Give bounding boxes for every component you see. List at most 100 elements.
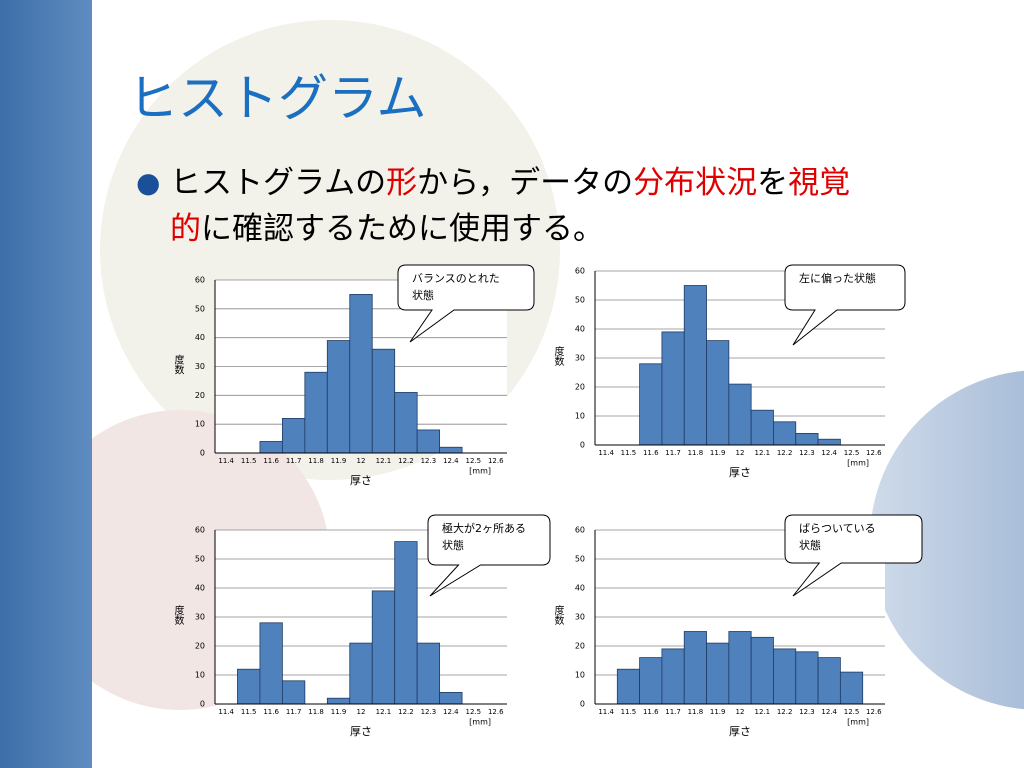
bullet-segment: から，データの <box>417 165 634 201</box>
bar <box>259 441 283 454</box>
x-tick-label: 11.9 <box>331 457 347 465</box>
bar <box>750 409 774 446</box>
x-tick-label: 11.6 <box>643 708 659 716</box>
x-tick-label: 12.6 <box>488 457 504 465</box>
x-tick-label: 11.9 <box>331 708 347 716</box>
x-tick-label: 12.5 <box>844 449 860 457</box>
y-axis-label: 度数 <box>552 345 564 367</box>
annotation: 左に偏った状態 <box>799 271 876 285</box>
bar <box>349 642 373 705</box>
annotation: バランスのとれた <box>412 272 500 285</box>
y-tick-label: 40 <box>195 333 205 342</box>
bullet-segment: を <box>757 165 789 201</box>
bar <box>661 648 685 705</box>
bar <box>416 642 441 705</box>
y-tick-label: 10 <box>575 412 585 421</box>
callout <box>784 514 923 597</box>
x-tick-label: 11.4 <box>598 708 614 716</box>
bar <box>371 590 396 705</box>
bar <box>795 432 819 446</box>
y-axis-label: 度数 <box>172 604 184 626</box>
y-tick-label: 20 <box>195 642 205 651</box>
y-tick-label: 0 <box>200 449 205 458</box>
bar <box>349 294 373 454</box>
side-strip <box>0 0 92 768</box>
x-tick-label: 11.8 <box>688 708 704 716</box>
y-tick-label: 30 <box>195 362 205 371</box>
bar <box>639 363 663 446</box>
x-tick-label: 11.6 <box>263 708 279 716</box>
unit-label: [mm] <box>469 467 491 476</box>
x-tick-label: 12.6 <box>866 708 882 716</box>
x-tick-label: 12.5 <box>844 708 860 716</box>
x-tick-label: 11.8 <box>308 708 324 716</box>
y-tick-label: 40 <box>575 584 585 593</box>
y-tick-label: 60 <box>195 526 205 535</box>
x-tick-label: 11.6 <box>643 449 659 457</box>
y-tick-label: 0 <box>580 441 585 450</box>
x-tick-label: 11.5 <box>241 457 257 465</box>
x-tick-label: 12.1 <box>755 708 771 716</box>
y-tick-label: 20 <box>575 642 585 651</box>
bullet-segment: 視覚 <box>788 165 851 201</box>
x-axis-label: 厚さ <box>729 725 751 738</box>
x-tick-label: 11.4 <box>218 457 234 465</box>
y-tick-label: 30 <box>575 354 585 363</box>
y-tick-label: 50 <box>195 555 205 564</box>
x-tick-label: 11.7 <box>286 457 302 465</box>
bg-gear <box>870 370 1024 710</box>
bullet-segment: 形 <box>386 165 418 201</box>
bar <box>281 417 306 454</box>
y-tick-label: 40 <box>575 325 585 334</box>
unit-label: [mm] <box>847 718 869 727</box>
x-tick-label: 12.1 <box>376 708 392 716</box>
x-tick-label: 11.8 <box>308 457 324 465</box>
bar <box>639 657 663 705</box>
x-tick-label: 12 <box>736 708 745 716</box>
annotation: 極大が2ヶ所ある <box>442 521 526 535</box>
bar <box>773 648 797 705</box>
y-tick-label: 50 <box>195 304 205 313</box>
x-tick-label: 11.9 <box>710 708 726 716</box>
bar <box>616 668 641 705</box>
x-tick-label: 12.1 <box>755 449 771 457</box>
bar <box>706 642 730 705</box>
bar <box>795 651 819 705</box>
x-tick-label: 12 <box>357 457 366 465</box>
x-tick-label: 12.4 <box>443 457 459 465</box>
callout <box>427 514 551 597</box>
y-axis-label: 度数 <box>552 604 564 626</box>
x-tick-label: 12.2 <box>398 457 414 465</box>
x-tick-label: 11.9 <box>710 449 726 457</box>
y-tick-label: 10 <box>195 671 205 680</box>
y-tick-label: 0 <box>200 700 205 709</box>
x-tick-label: 11.5 <box>241 708 257 716</box>
x-tick-label: 12.5 <box>466 708 482 716</box>
bar <box>817 657 841 705</box>
unit-label: [mm] <box>469 718 491 727</box>
x-tick-label: 11.7 <box>665 708 681 716</box>
bar <box>326 697 351 705</box>
bullet-text: ヒストグラムの形から，データの分布状況を視覚 的に確認するために使用する。 <box>170 160 996 252</box>
callout <box>784 264 906 346</box>
y-tick-label: 10 <box>195 420 205 429</box>
bar <box>259 622 283 705</box>
x-tick-label: 12.3 <box>421 708 437 716</box>
bullet-segment: に確認するために使用する。 <box>201 211 604 247</box>
x-tick-label: 12.4 <box>443 708 459 716</box>
x-tick-label: 12.4 <box>821 708 837 716</box>
x-tick-label: 12.5 <box>466 457 482 465</box>
y-tick-label: 20 <box>195 391 205 400</box>
x-tick-label: 11.4 <box>598 449 614 457</box>
bar <box>416 429 441 454</box>
slide-title: ヒストグラム <box>128 70 427 128</box>
x-tick-label: 12 <box>357 708 366 716</box>
y-tick-label: 60 <box>575 267 585 276</box>
annotation: ばらついている <box>799 522 876 535</box>
bullet-dot: ● <box>136 166 161 199</box>
bar <box>326 340 351 454</box>
y-tick-label: 50 <box>575 296 585 305</box>
bullet: ● ヒストグラムの形から，データの分布状況を視覚 的に確認するために使用する。 <box>136 160 996 252</box>
bar <box>281 680 306 705</box>
